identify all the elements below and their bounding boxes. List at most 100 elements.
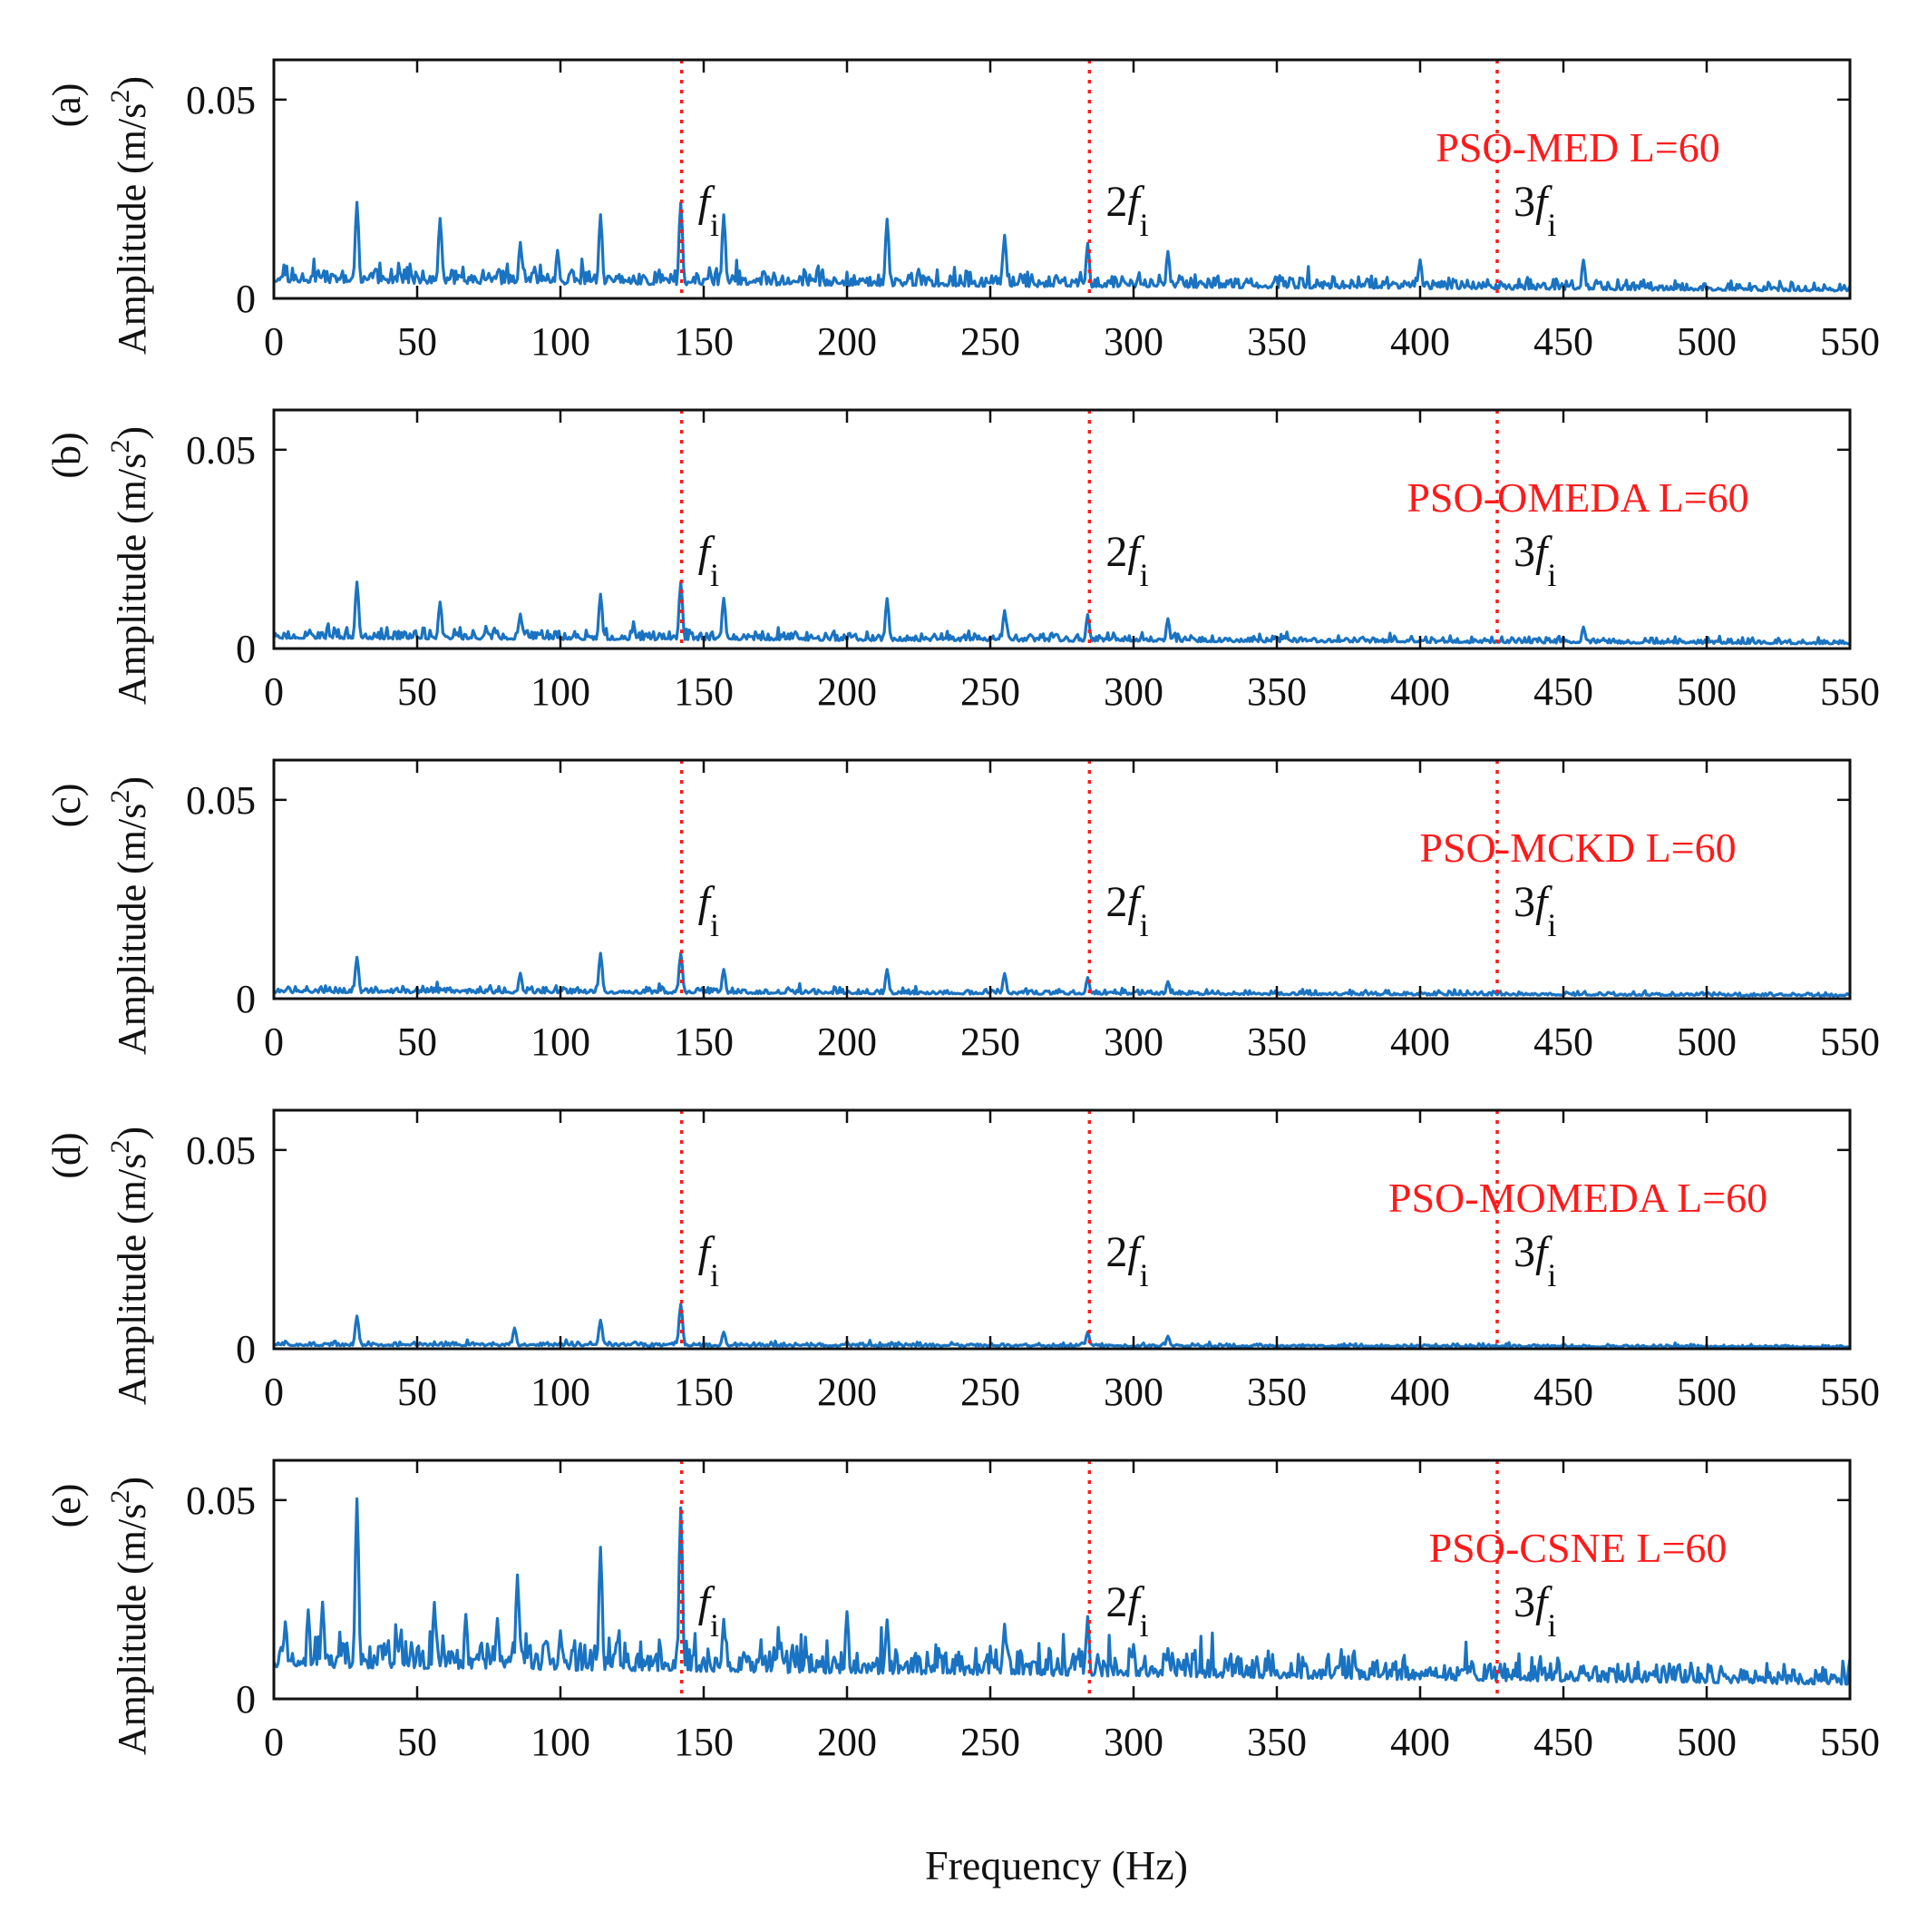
panel-b: 0 50 100 150 200 250 300 350 400 450 500 550 0 0.05 Am…: [44, 408, 1880, 714]
y-axis-label-exponent: 2: [105, 1140, 135, 1154]
harmonic-label-2: 2fi: [1105, 528, 1148, 593]
y-axis-label: Amplitude (m/s2): [105, 426, 154, 705]
panel-d: 0 50 100 150 200 250 300 350 400 450 500 550 0 0.05 Am…: [44, 1108, 1880, 1414]
harmonic-label-1: fi: [698, 1578, 719, 1644]
y-axis-label-close: ): [110, 426, 154, 440]
y-axis-label: Amplitude (m/s2): [105, 1127, 154, 1405]
y-axis-label-close: ): [110, 1127, 154, 1140]
spectrum-line: [272, 1497, 1852, 1686]
x-tick-label: 350: [1247, 669, 1307, 714]
x-tick-label: 200: [817, 319, 877, 364]
harmonic-subscript: i: [1547, 557, 1556, 593]
harmonic-prefix: 3: [1514, 178, 1535, 226]
y-axis-label: Amplitude (m/s2): [105, 76, 154, 355]
x-tick-label: 100: [531, 1370, 590, 1414]
x-tick-label: 150: [674, 1020, 734, 1064]
x-tick-label: 150: [674, 1720, 734, 1764]
y-axis-label-exponent: 2: [105, 90, 135, 103]
x-tick-label: 50: [397, 1720, 437, 1764]
x-tick-label: 100: [531, 319, 590, 364]
harmonic-label-2: 2fi: [1105, 178, 1148, 243]
harmonic-subscript: i: [710, 207, 719, 243]
x-tick-label: 250: [960, 319, 1020, 364]
x-tick-label: 500: [1677, 319, 1737, 364]
plot-frame: [272, 1459, 1852, 1701]
y-tick-label: 0.05: [186, 1128, 256, 1173]
x-axis-label: Frequency (Hz): [925, 1842, 1188, 1888]
method-label: PSO-OMEDA L=60: [1407, 474, 1748, 521]
x-tick-label: 250: [960, 1020, 1020, 1064]
x-tick-label: 400: [1390, 1020, 1450, 1064]
y-axis-label-exponent: 2: [105, 440, 135, 454]
panel-e: 0 50 100 150 200 250 300 350 400 450 500 550 0 0.05 Am…: [44, 1459, 1880, 1764]
y-axis-label-unit: Amplitude (m/s: [110, 1154, 154, 1405]
x-tick-label: 100: [531, 1720, 590, 1764]
x-tick-label: 350: [1247, 1370, 1307, 1414]
panel-a: 0 50 100 150 200 250 300 350 400 450 500 550 0 0.05 Am…: [44, 58, 1880, 364]
harmonic-prefix: 3: [1514, 878, 1535, 926]
x-tick-label: 100: [531, 1020, 590, 1064]
panel-label: (c): [44, 784, 89, 828]
y-axis-label: Amplitude (m/s2): [105, 1477, 154, 1755]
x-tick-label: 200: [817, 1020, 877, 1064]
harmonic-label-3: 3fi: [1514, 1578, 1556, 1644]
x-tick-label: 50: [397, 669, 437, 714]
y-axis-label-close: ): [110, 776, 154, 790]
plot-frame: [272, 58, 1852, 300]
x-tick-label: 300: [1104, 1020, 1163, 1064]
method-label: PSO-CSNE L=60: [1429, 1525, 1728, 1571]
y-axis-label-exponent: 2: [105, 1490, 135, 1504]
x-tick-label: 0: [264, 319, 284, 364]
x-tick-label: 500: [1677, 1370, 1737, 1414]
harmonic-prefix: 2: [1105, 878, 1127, 926]
x-tick-label: 150: [674, 1370, 734, 1414]
x-tick-label: 450: [1533, 1370, 1593, 1414]
harmonic-subscript: i: [1547, 907, 1556, 943]
x-tick-label: 400: [1390, 1720, 1450, 1764]
harmonic-label-2: 2fi: [1105, 1228, 1148, 1293]
harmonic-subscript: i: [1140, 907, 1149, 943]
harmonic-prefix: 3: [1514, 1578, 1535, 1626]
harmonic-subscript: i: [1140, 1257, 1149, 1293]
harmonic-label-2: 2fi: [1105, 878, 1148, 943]
x-tick-label: 550: [1820, 1370, 1880, 1414]
harmonic-label-3: 3fi: [1514, 878, 1556, 943]
x-tick-label: 300: [1104, 669, 1163, 714]
x-tick-label: 400: [1390, 1370, 1450, 1414]
harmonic-prefix: 3: [1514, 1228, 1535, 1276]
method-label: PSO-MED L=60: [1436, 124, 1719, 171]
x-tick-label: 250: [960, 1720, 1020, 1764]
y-tick-label: 0.05: [186, 778, 256, 823]
x-tick-label: 350: [1247, 319, 1307, 364]
panel-label: (b): [44, 432, 89, 478]
harmonic-label-3: 3fi: [1514, 178, 1556, 243]
x-tick-label: 450: [1533, 669, 1593, 714]
x-tick-label: 400: [1390, 669, 1450, 714]
x-tick-label: 100: [531, 669, 590, 714]
spectrum-line: [273, 200, 1852, 293]
x-tick-label: 500: [1677, 1020, 1737, 1064]
harmonic-prefix: 2: [1105, 178, 1127, 226]
x-tick-label: 50: [397, 1020, 437, 1064]
x-tick-label: 150: [674, 669, 734, 714]
x-tick-label: 300: [1104, 1720, 1163, 1764]
x-tick-label: 550: [1820, 669, 1880, 714]
harmonic-subscript: i: [1547, 1257, 1556, 1293]
plot-frame: [272, 1108, 1852, 1351]
spectrum-line: [272, 581, 1851, 646]
y-axis-label-unit: Amplitude (m/s: [110, 103, 154, 355]
x-tick-label: 50: [397, 1370, 437, 1414]
y-tick-label: 0.05: [186, 78, 256, 122]
panel-label: (a): [44, 83, 89, 128]
spectrum-line: [272, 951, 1851, 998]
y-axis-label-unit: Amplitude (m/s: [110, 1504, 154, 1755]
y-axis-label-close: ): [110, 1477, 154, 1490]
y-tick-label: 0: [236, 1677, 256, 1722]
x-tick-label: 150: [674, 319, 734, 364]
x-tick-label: 450: [1533, 1720, 1593, 1764]
harmonic-prefix: 2: [1105, 1578, 1127, 1626]
x-tick-label: 200: [817, 669, 877, 714]
x-tick-label: 50: [397, 319, 437, 364]
harmonic-subscript: i: [710, 557, 719, 593]
